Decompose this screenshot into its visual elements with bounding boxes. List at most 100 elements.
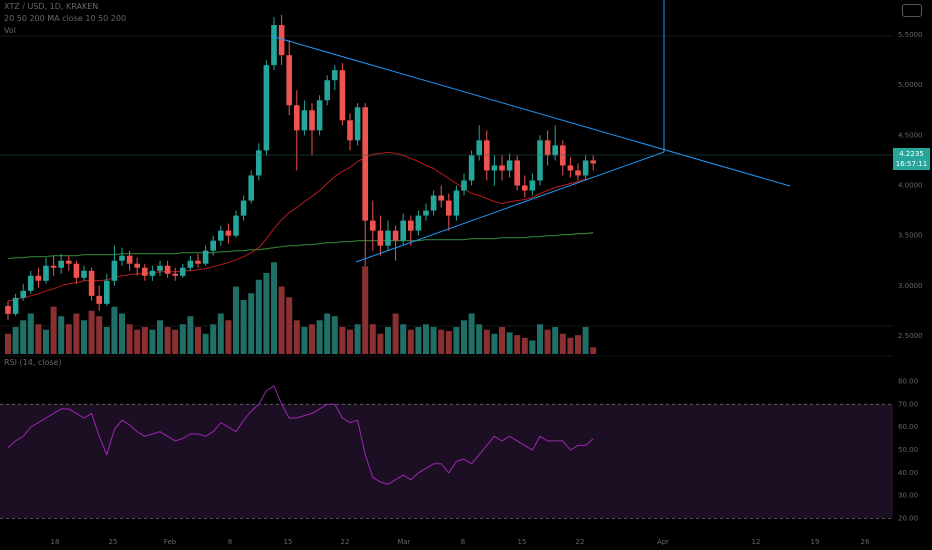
- volume-bar: [582, 327, 589, 354]
- candle-body: [514, 160, 520, 186]
- candle-body: [377, 230, 384, 246]
- time-tick-label: 15: [284, 538, 293, 546]
- candle-body: [225, 230, 232, 236]
- volume-bar: [271, 262, 277, 354]
- volume-bar: [96, 316, 103, 354]
- volume-bar: [240, 300, 247, 354]
- candle-body: [537, 140, 543, 181]
- candle-body: [278, 25, 285, 56]
- scale-toggle-button[interactable]: [902, 4, 922, 17]
- bar-countdown: 16:57:11: [895, 160, 928, 168]
- volume-bar: [347, 329, 353, 354]
- volume-bar: [331, 316, 338, 354]
- rsi-tick-label: 30.00: [898, 492, 918, 500]
- candle-body: [529, 180, 536, 191]
- candle-body: [218, 230, 224, 241]
- candle-body: [187, 260, 194, 268]
- volume-bar: [202, 333, 209, 354]
- volume-bar: [73, 313, 80, 354]
- volume-bar: [400, 324, 407, 354]
- candle-body: [567, 165, 574, 171]
- candle-body: [149, 270, 156, 276]
- volume-bar: [255, 279, 262, 354]
- candle-body: [50, 265, 57, 268]
- time-tick-label: 8: [228, 538, 232, 546]
- ma-legend: 20 50 200 MA close 10 50 200: [4, 14, 127, 23]
- candle-body: [316, 100, 323, 131]
- time-tick-label: 8: [461, 538, 465, 546]
- volume-bar: [278, 286, 285, 354]
- volume-bar: [103, 327, 110, 354]
- candle-body: [294, 105, 300, 131]
- time-tick-label: 15: [518, 538, 527, 546]
- candle-body: [286, 55, 292, 106]
- candle-body: [590, 160, 596, 164]
- ma-short-line: [7, 151, 594, 302]
- candle-body: [446, 200, 452, 216]
- volume-bar: [50, 306, 57, 354]
- candle-body: [172, 273, 178, 276]
- volume-bar: [445, 331, 452, 354]
- volume-bar: [415, 327, 422, 354]
- volume-bar: [35, 324, 42, 354]
- volume-bar: [559, 333, 566, 354]
- time-tick-label: 26: [861, 538, 870, 546]
- volume-bar: [537, 324, 543, 354]
- time-tick-label: 18: [51, 538, 60, 546]
- candle-body: [96, 295, 102, 304]
- candle-body: [240, 200, 247, 216]
- volume-bar: [468, 313, 475, 354]
- volume-bar: [81, 320, 87, 354]
- price-tick-label: 4.5000: [898, 131, 923, 139]
- candle-body: [385, 230, 391, 246]
- volume-bar: [514, 335, 521, 354]
- price-tick-label: 4.0000: [898, 182, 923, 190]
- candle-body: [552, 145, 558, 156]
- rsi-tick-label: 60.00: [898, 423, 918, 431]
- candle-body: [309, 110, 315, 131]
- last-price-badge: 4.2235 16:57:11: [893, 148, 930, 170]
- rsi-legend: RSI (14, close): [4, 358, 62, 367]
- candle-body: [522, 185, 528, 191]
- rsi-tick-label: 70.00: [898, 400, 918, 408]
- candle-body: [119, 255, 125, 261]
- candle-body: [195, 260, 201, 264]
- volume-bar: [134, 329, 141, 354]
- volume-bar: [157, 320, 163, 354]
- candle-body: [339, 70, 346, 121]
- volume-bar: [483, 329, 490, 354]
- volume-bar: [544, 329, 551, 354]
- rsi-tick-label: 40.00: [898, 469, 918, 477]
- candle-body: [400, 220, 406, 241]
- price-tick-label: 5.5000: [898, 31, 923, 39]
- candle-body: [415, 215, 422, 231]
- volume-bar: [164, 327, 171, 354]
- candle-body: [392, 230, 399, 241]
- volume-legend: Vol: [4, 26, 16, 35]
- candle-body: [408, 220, 414, 231]
- time-tick-label: 22: [341, 538, 350, 546]
- rsi-tick-label: 80.00: [898, 377, 918, 385]
- volume-bar: [286, 297, 293, 354]
- candle-body: [256, 150, 262, 176]
- volume-bar: [377, 333, 384, 354]
- candle-body: [544, 140, 551, 156]
- candle-body: [20, 290, 26, 298]
- time-tick-label: 22: [576, 538, 585, 546]
- candle-body: [347, 120, 353, 141]
- volume-bar: [172, 329, 179, 354]
- candle-body: [575, 170, 581, 176]
- volume-bar: [126, 324, 133, 354]
- volume-bar: [187, 316, 194, 354]
- volume-bar: [20, 320, 27, 354]
- candle-body: [233, 215, 239, 236]
- volume-bar: [65, 324, 72, 354]
- volume-bar: [5, 333, 11, 354]
- candle-body: [423, 210, 429, 216]
- rsi-line: [7, 385, 594, 485]
- volume-bar: [385, 327, 391, 354]
- volume-bar: [430, 327, 437, 354]
- candle-body: [476, 140, 482, 156]
- volume-bar: [575, 335, 581, 354]
